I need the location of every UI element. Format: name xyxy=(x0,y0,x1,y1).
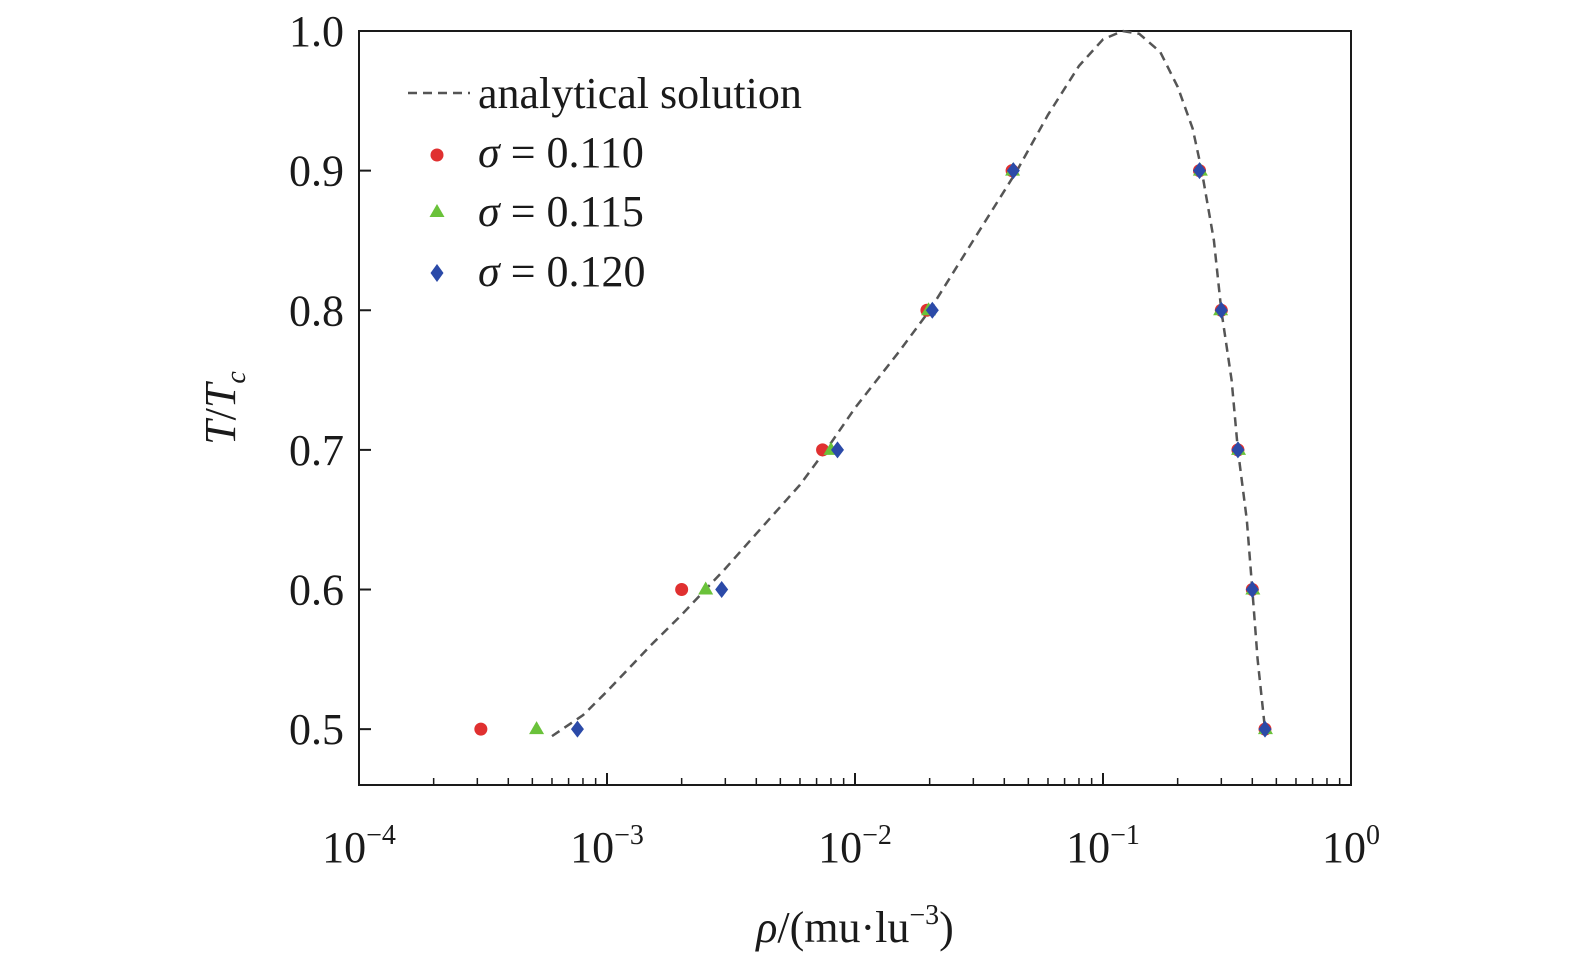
legend-label-sigma-0110: σ = 0.110 xyxy=(478,128,644,177)
legend-marker-triangle xyxy=(429,204,445,217)
legend-label-analytical: analytical solution xyxy=(478,69,802,118)
axis-ticks xyxy=(358,30,1352,785)
y-tick-label: 0.8 xyxy=(289,286,344,335)
legend-marker-circle xyxy=(430,148,444,162)
data-point-diamond xyxy=(830,441,844,459)
legend-label-sigma-0115: σ = 0.115 xyxy=(478,187,644,236)
y-axis-title: T/Tc xyxy=(196,371,252,445)
data-markers-layer xyxy=(474,162,1273,738)
y-tick-label: 0.7 xyxy=(289,426,344,475)
data-point-diamond xyxy=(715,581,729,599)
x-tick-label: 10−4 xyxy=(322,820,396,872)
data-point-diamond xyxy=(1214,301,1228,319)
data-point-triangle xyxy=(698,581,714,595)
data-point-diamond xyxy=(570,720,584,738)
x-tick-label: 100 xyxy=(1322,820,1380,872)
analytical-solution-curve xyxy=(551,29,1267,738)
data-point-diamond xyxy=(925,301,939,319)
data-point-diamond xyxy=(1231,441,1245,459)
legend-marker-diamond xyxy=(430,264,444,282)
y-tick-label: 1.0 xyxy=(289,7,344,56)
x-tick-label: 10−2 xyxy=(818,820,892,872)
axis-tick-labels: 10−4 10−3 10−2 10−1 100 0.5 0.6 0.7 0.8 0.9 1.0 xyxy=(289,7,1380,872)
y-tick-label: 0.9 xyxy=(289,147,344,196)
analytical-curve-layer xyxy=(551,29,1267,738)
y-tick-label: 0.5 xyxy=(289,705,344,754)
data-point-triangle xyxy=(529,721,545,735)
data-point-circle xyxy=(474,722,488,736)
data-point-circle xyxy=(675,583,689,597)
data-point-diamond xyxy=(1193,162,1207,180)
data-point-diamond xyxy=(1006,162,1020,180)
data-point-diamond xyxy=(1258,720,1272,738)
y-tick-label: 0.6 xyxy=(289,566,344,615)
data-point-diamond xyxy=(1245,581,1259,599)
x-tick-label: 10−1 xyxy=(1066,820,1140,872)
x-tick-label: 10−3 xyxy=(570,820,644,872)
legend: analytical solution σ = 0.110 σ = 0.115 … xyxy=(408,69,802,296)
legend-label-sigma-0120: σ = 0.120 xyxy=(478,247,646,296)
x-axis-title: ρ/(mu·lu−3) xyxy=(754,900,954,952)
